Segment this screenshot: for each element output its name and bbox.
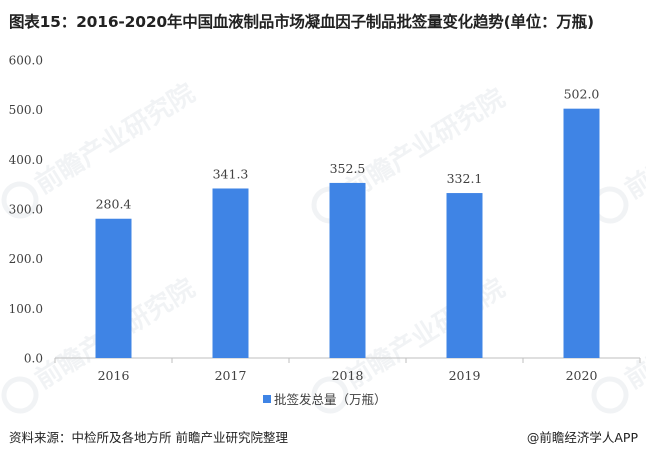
data-label: 332.1 [447, 171, 483, 186]
data-label: 280.4 [96, 197, 132, 212]
bars [95, 108, 600, 358]
data-label: 352.5 [330, 161, 366, 176]
y-tick-label: 500.0 [9, 103, 43, 117]
bar [95, 218, 132, 358]
y-axis: 0.0 100.0 200.0 300.0 400.0 500.0 600.0 [9, 54, 43, 366]
chart-title: 图表15：2016-2020年中国血液制品市场凝血因子制品批签量变化趋势(单位：… [9, 13, 594, 31]
brand-text: @前瞻经济学人APP [526, 430, 638, 445]
y-tick-label: 600.0 [9, 54, 43, 68]
x-axis: 2016 2017 2018 2019 2020 [54, 357, 641, 383]
watermark-logo-icon [1, 181, 39, 219]
watermark-text: 前瞻产业研究院 [30, 77, 201, 200]
bar [212, 188, 249, 358]
legend-swatch [263, 395, 271, 403]
watermark-logo-icon [591, 376, 629, 414]
y-tick-label: 100.0 [9, 302, 43, 316]
x-tick-label: 2020 [566, 368, 598, 383]
bar [446, 193, 483, 358]
bar [329, 182, 366, 358]
data-label: 341.3 [213, 166, 249, 181]
y-tick-label: 400.0 [9, 153, 43, 167]
bar-chart: 前瞻产业研究院前瞻产业研究院前瞻产业研究院前瞻产业研究院前瞻产业研究院前瞻产业研… [1, 54, 646, 414]
watermark-logo-icon [311, 376, 349, 414]
x-tick-label: 2019 [449, 368, 481, 383]
y-tick-label: 300.0 [9, 203, 43, 217]
data-labels: 280.4 341.3 352.5 332.1 502.0 [96, 87, 600, 212]
source-text: 资料来源：中检所及各地方所 前瞻产业研究院整理 [9, 430, 288, 445]
y-tick-label: 0.0 [24, 352, 43, 366]
bar [563, 108, 600, 358]
watermark-logo-icon [1, 376, 39, 414]
x-tick-label: 2017 [215, 368, 247, 383]
watermark-text: 前瞻产业研究院 [620, 272, 646, 395]
y-tick-label: 200.0 [9, 252, 43, 266]
footer: 资料来源：中检所及各地方所 前瞻产业研究院整理 @前瞻经济学人APP [0, 427, 646, 449]
x-tick-label: 2016 [98, 368, 130, 383]
legend-label: 批签发总量（万瓶） [274, 392, 387, 407]
watermark-text: 前瞻产业研究院 [620, 82, 646, 205]
data-label: 502.0 [564, 87, 600, 102]
x-tick-label: 2018 [332, 368, 364, 383]
legend: 批签发总量（万瓶） [263, 392, 387, 407]
